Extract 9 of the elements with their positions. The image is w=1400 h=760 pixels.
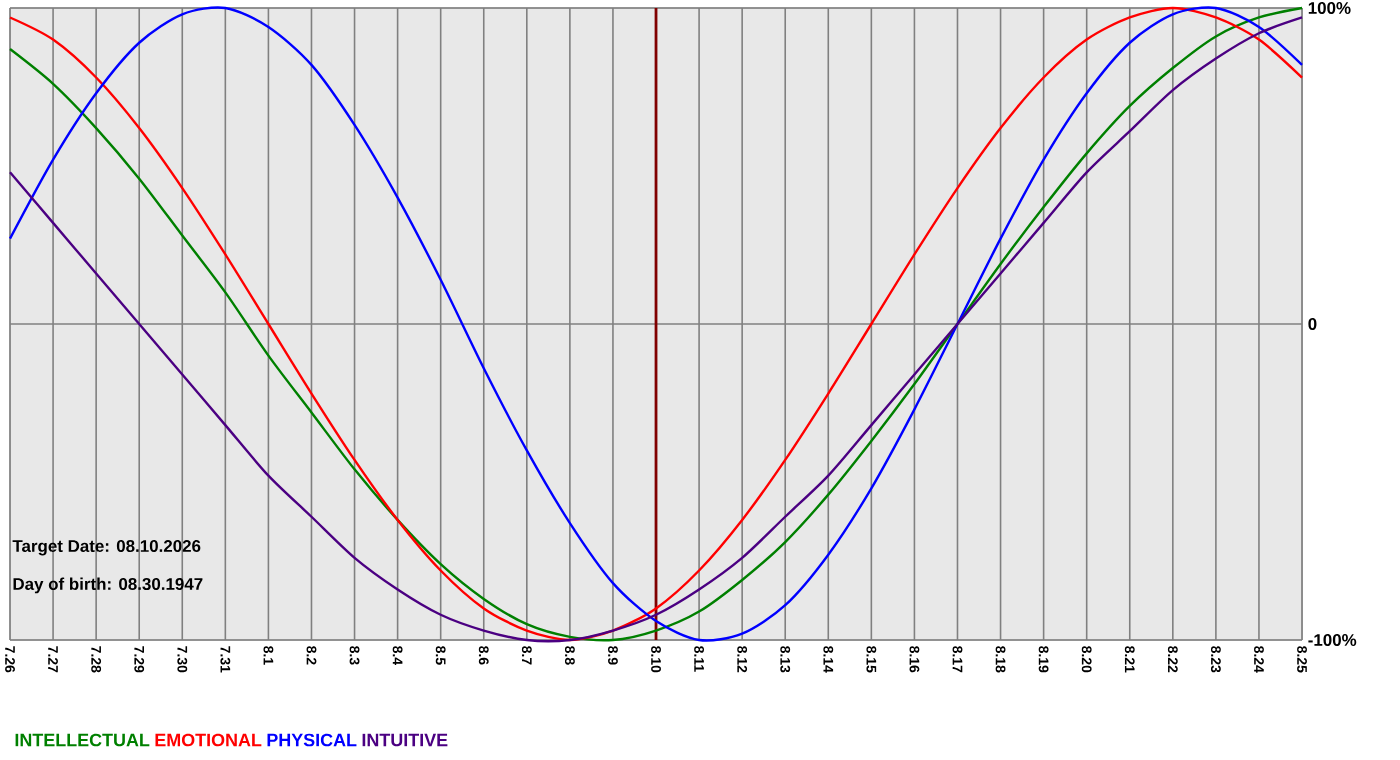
text: INTUITIVE [362, 733, 448, 747]
annotation: Target Date: 08.10.2026 [12, 540, 201, 556]
text: INTELLECTUAL [15, 733, 150, 747]
annotation: Day of birth: 08.30.1947 [13, 577, 203, 594]
text: PHYSICAL [267, 733, 357, 747]
text: EMOTIONAL [155, 733, 262, 747]
y-tick-label: 100% [1308, 2, 1351, 14]
y-tick-label: 0 [1308, 318, 1317, 330]
y-tick-label: -100% [1308, 634, 1357, 646]
